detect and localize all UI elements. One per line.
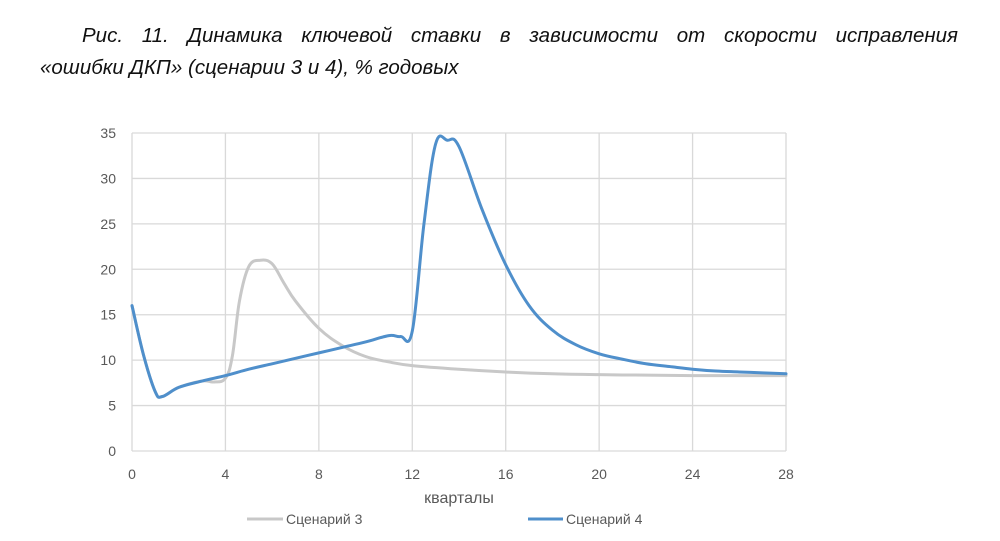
y-axis-ticks: 0 5 10 15 20 25 30 35 <box>100 125 116 459</box>
legend-label-scenario-3: Сценарий 3 <box>286 511 363 527</box>
y-tick-label: 25 <box>100 216 116 232</box>
x-tick-label: 20 <box>591 466 607 482</box>
legend: Сценарий 3 Сценарий 4 <box>247 511 643 527</box>
legend-item-scenario-4: Сценарий 4 <box>528 511 643 527</box>
x-tick-label: 8 <box>315 466 323 482</box>
y-tick-label: 20 <box>100 261 116 277</box>
x-tick-label: 4 <box>222 466 230 482</box>
figure-caption: Рис. 11. Динамика ключевой ставки в зави… <box>40 20 958 84</box>
series-line-scenario-4 <box>130 134 788 399</box>
x-tick-label: 16 <box>498 466 514 482</box>
series-lines <box>130 134 788 399</box>
caption-line-2: «ошибки ДКП» (сценарии 3 и 4), % годовых <box>40 56 459 79</box>
grid-lines <box>131 132 787 452</box>
caption-line-1: Рис. 11. Динамика ключевой ставки в зави… <box>82 24 958 47</box>
y-tick-label: 35 <box>100 125 116 141</box>
x-axis-ticks: 0 4 8 12 16 20 24 28 <box>128 466 794 482</box>
x-tick-label: 0 <box>128 466 136 482</box>
legend-label-scenario-4: Сценарий 4 <box>566 511 643 527</box>
legend-item-scenario-3: Сценарий 3 <box>247 511 363 527</box>
series-line-scenario-3 <box>130 258 788 399</box>
y-tick-label: 0 <box>108 443 116 459</box>
y-tick-label: 5 <box>108 398 116 414</box>
y-tick-label: 15 <box>100 307 116 323</box>
y-tick-label: 30 <box>100 170 116 186</box>
x-tick-label: 12 <box>404 466 420 482</box>
x-tick-label: 28 <box>778 466 794 482</box>
y-tick-label: 10 <box>100 352 116 368</box>
x-axis-title: кварталы <box>424 490 494 507</box>
x-tick-label: 24 <box>685 466 701 482</box>
